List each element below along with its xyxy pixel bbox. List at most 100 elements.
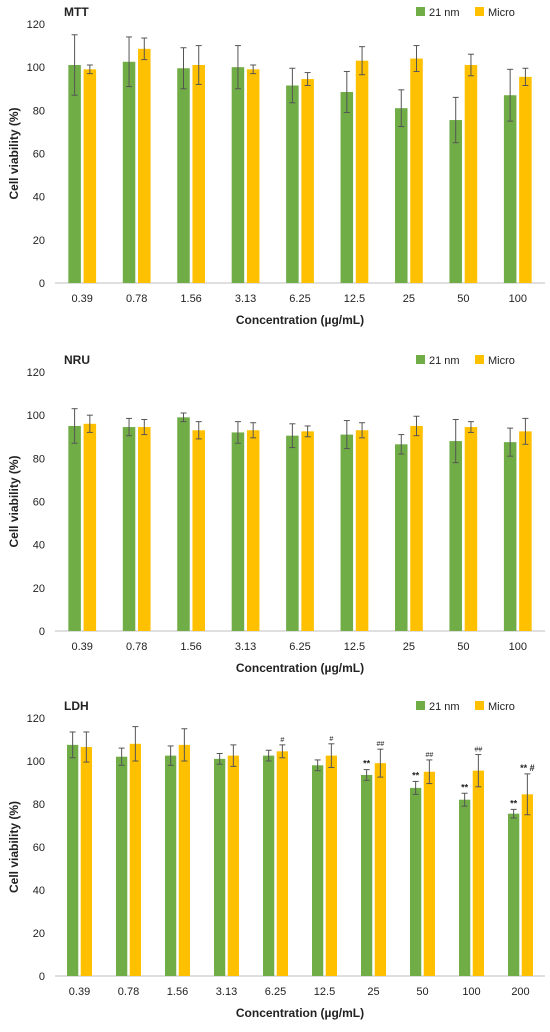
x-tick-label: 100 [462,986,480,998]
legend-swatch-micro [475,701,484,710]
bar-micro [519,76,532,283]
y-tick-label: 100 [27,756,45,768]
bar-21nm [340,91,354,283]
significance-label: ** [412,770,420,780]
y-tick-label: 80 [33,453,45,465]
bar-21nm [177,68,190,283]
x-tick-label: 25 [367,986,379,998]
x-tick-label: 25 [403,293,415,305]
bar-21nm [508,813,520,976]
bar-21nm [67,744,79,976]
bar-micro [227,755,239,976]
bar-21nm [122,427,136,631]
y-tick-label: 20 [33,235,45,247]
bar-21nm [68,65,81,283]
legend-label-micro: Micro [488,701,515,713]
bar-micro [83,69,97,283]
legend-label-21nm: 21 nm [429,7,460,19]
x-tick-label: 12.5 [344,641,365,653]
bar-21nm [361,774,373,976]
significance-label: # [329,736,333,743]
bar-micro [325,755,337,976]
x-tick-label: 0.78 [118,986,139,998]
x-tick-label: 0.78 [126,293,147,305]
bar-micro [129,743,141,976]
chart-title: MTT [64,5,89,19]
y-tick-label: 0 [39,278,45,290]
significance-label: ## [474,747,482,754]
significance-label: # [280,737,284,744]
bar-21nm [214,758,226,976]
chart-title: LDH [64,699,89,713]
bar-21nm [503,442,517,631]
bar-21nm [68,425,81,631]
y-tick-label: 120 [27,367,45,379]
bar-micro [410,58,423,284]
y-tick-label: 40 [33,540,45,552]
bar-21nm [459,799,471,976]
bar-21nm [165,755,177,976]
legend-label-21nm: 21 nm [429,701,460,713]
x-tick-label: 6.25 [265,986,286,998]
y-tick-label: 120 [27,713,45,725]
bar-micro [138,48,151,284]
y-tick-label: 60 [33,149,45,161]
x-tick-label: 12.5 [314,986,335,998]
bar-micro [464,427,478,631]
y-tick-label: 40 [33,885,45,897]
bar-21nm [340,434,354,631]
nru-chart: 0 20 40 60 80 100 120 0.39 0.78 1.56 3.13 6.25 12.5 2… [7,353,545,675]
bar-21nm [116,756,128,976]
bar-21nm [263,755,275,976]
bar-micro [246,69,260,283]
bar-21nm [312,765,324,976]
x-tick-label: 3.13 [235,293,256,305]
y-tick-label: 80 [33,105,45,117]
bar-21nm [449,441,462,631]
bar-micro [521,794,533,976]
legend-label-micro: Micro [488,355,515,367]
bar-micro [276,751,288,976]
legend-swatch-21nm [416,7,425,16]
y-tick-label: 80 [33,799,45,811]
bar-micro [192,430,205,631]
x-tick-label: 1.56 [180,293,201,305]
bar-21nm [395,444,408,631]
bar-micro [301,79,314,283]
bar-micro [138,427,151,631]
y-tick-label: 60 [33,497,45,509]
bar-21nm [177,417,190,631]
legend-swatch-micro [475,355,484,364]
bar-21nm [231,67,245,284]
legend-label-micro: Micro [488,7,515,19]
x-tick-label: 100 [509,293,527,305]
significance-label: ## [376,741,384,748]
bar-21nm [286,435,299,631]
y-axis-title: Cell viability (%) [7,107,21,199]
x-tick-label: 3.13 [216,986,237,998]
significance-label: ** [363,759,371,769]
legend-swatch-21nm [416,701,425,710]
bar-micro [192,65,205,283]
bar-micro [83,423,97,631]
significance-label: ** # [520,763,535,773]
bar-micro [374,763,386,976]
bar-micro [178,744,190,976]
y-tick-label: 120 [27,19,45,31]
x-tick-label: 0.39 [69,986,90,998]
x-axis-title: Concentration (µg/mL) [236,313,364,327]
bar-micro [355,430,369,631]
bar-21nm [286,85,299,283]
bar-micro [80,747,92,976]
y-tick-label: 20 [33,583,45,595]
significance-label: ## [425,752,433,759]
legend-swatch-21nm [416,355,425,364]
bar-micro [464,65,478,283]
legend-label-21nm: 21 nm [429,355,460,367]
bar-micro [472,770,484,976]
x-tick-label: 6.25 [289,641,310,653]
x-tick-label: 50 [416,986,428,998]
bar-micro [246,430,260,631]
